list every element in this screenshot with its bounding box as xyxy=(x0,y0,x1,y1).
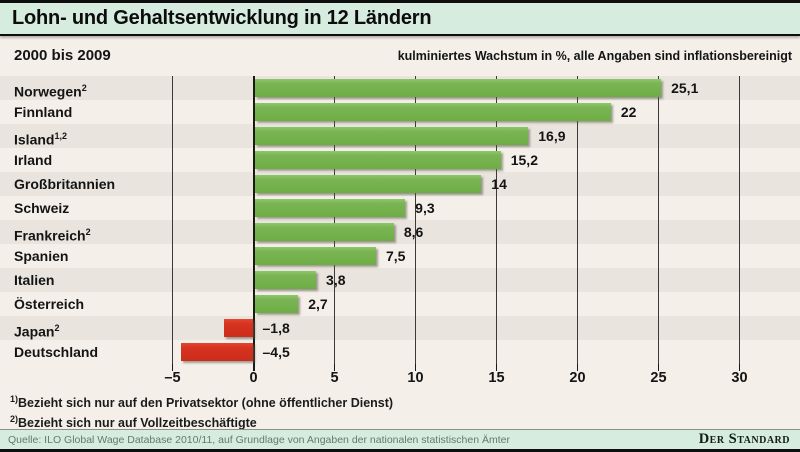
bar-value-label: –4,5 xyxy=(262,344,290,360)
axis-unit-note: kulminiertes Wachstum in %, alle Angaben… xyxy=(397,49,792,63)
bar-positive xyxy=(254,79,662,97)
bar-positive xyxy=(254,103,611,121)
bar-positive xyxy=(254,199,406,217)
axis-tick-label: 5 xyxy=(330,370,339,386)
axis-tick xyxy=(577,364,578,371)
country-label: Spanien xyxy=(14,248,69,264)
gridline xyxy=(172,76,173,364)
gridline xyxy=(739,76,740,364)
axis-tick-label: 0 xyxy=(249,370,258,386)
title-bar: Lohn- und Gehaltsentwicklung in 12 Lände… xyxy=(0,0,800,36)
country-label: Schweiz xyxy=(14,200,70,216)
country-footnote-sup: 1,2 xyxy=(54,131,67,141)
country-label: Irland xyxy=(14,152,53,168)
gridline xyxy=(658,76,659,364)
bar-value-label: 9,3 xyxy=(415,200,435,216)
footnote-1-marker: 1) xyxy=(10,394,19,404)
bar-value-label: 22 xyxy=(620,104,637,120)
bar-value-label: 14 xyxy=(491,176,507,192)
bar-value-label: 7,5 xyxy=(386,248,406,264)
bar-positive xyxy=(254,151,501,169)
bar-negative xyxy=(180,343,254,361)
axis-tick-label: 15 xyxy=(488,370,505,386)
axis-tick xyxy=(415,364,416,371)
row-stripe xyxy=(0,220,800,244)
bar-positive xyxy=(254,175,482,193)
bar-positive xyxy=(254,127,529,145)
footnote-2-text: Bezieht sich nur auf Vollzeitbeschäftigt… xyxy=(18,416,257,431)
bar-value-label: 8,6 xyxy=(403,224,424,240)
gridline xyxy=(334,76,335,364)
country-label: Island1,2 xyxy=(14,131,67,148)
bar-value-label: 15,2 xyxy=(510,152,538,168)
subheader: 2000 bis 2009 kulminiertes Wachstum in %… xyxy=(14,47,792,64)
bar-value-label: 16,9 xyxy=(538,128,566,144)
gridline xyxy=(496,76,497,364)
row-stripe xyxy=(0,340,800,364)
country-label: Großbritannien xyxy=(14,176,116,192)
axis-tick-label: –5 xyxy=(164,370,181,386)
country-label: Österreich xyxy=(14,296,85,312)
axis-tick-label: 25 xyxy=(650,370,667,386)
country-footnote-sup: 2 xyxy=(54,323,60,333)
axis-tick xyxy=(334,364,335,371)
country-label: Frankreich2 xyxy=(14,227,91,244)
country-label: Norwegen2 xyxy=(14,83,87,100)
row-stripe xyxy=(0,316,800,340)
period-label: 2000 bis 2009 xyxy=(14,47,111,64)
bar-positive xyxy=(254,295,299,313)
axis-tick-label: 20 xyxy=(569,370,586,386)
x-axis: –5 0 5 10 15 20 25 30 xyxy=(0,364,800,390)
axis-tick-label: 30 xyxy=(731,370,748,386)
axis-tick-label: 10 xyxy=(407,370,424,386)
country-footnote-sup: 2 xyxy=(81,83,87,93)
gridline xyxy=(577,76,578,364)
bar-chart-plot-area: 25,1 Norwegen2 22 Finnland 16,9 Island1,2 15,2… xyxy=(0,76,800,364)
country-label: Japan2 xyxy=(14,323,60,340)
bar-positive xyxy=(254,223,394,241)
axis-tick xyxy=(496,364,497,371)
bar-positive xyxy=(254,271,317,289)
bar-value-label: 3,8 xyxy=(326,272,346,288)
row-stripe xyxy=(0,244,800,268)
gridline xyxy=(415,76,416,364)
axis-tick xyxy=(172,364,173,371)
axis-tick xyxy=(739,364,740,371)
bar-positive xyxy=(254,247,376,265)
brand-logo: Der Standard xyxy=(698,431,790,447)
source-text: Quelle: ILO Global Wage Database 2010/11… xyxy=(8,433,510,446)
country-footnote-sup: 2 xyxy=(85,227,91,237)
row-stripe xyxy=(0,292,800,316)
footnote-1-text: Bezieht sich nur auf den Privatsektor (o… xyxy=(18,396,394,411)
bar-value-label: 25,1 xyxy=(671,80,699,96)
footnote-1: 1)Bezieht sich nur auf den Privatsektor … xyxy=(10,391,393,411)
row-stripe xyxy=(0,268,800,292)
bar-negative xyxy=(224,319,254,337)
bar-value-label: 2,7 xyxy=(308,296,328,312)
footnote-2-marker: 2) xyxy=(10,414,19,425)
footnote-2: 2)Bezieht sich nur auf Vollzeitbeschäfti… xyxy=(10,411,393,431)
source-bar: Quelle: ILO Global Wage Database 2010/11… xyxy=(0,429,800,452)
gridline xyxy=(252,76,255,364)
footnotes: 1)Bezieht sich nur auf den Privatsektor … xyxy=(10,391,393,431)
page-title: Lohn- und Gehaltsentwicklung in 12 Lände… xyxy=(12,7,432,29)
country-label: Deutschland xyxy=(14,344,99,360)
axis-tick xyxy=(658,364,659,371)
country-label: Italien xyxy=(14,272,55,288)
axis-tick xyxy=(252,364,255,371)
bar-value-label: –1,8 xyxy=(262,320,290,336)
country-label: Finnland xyxy=(14,104,73,120)
